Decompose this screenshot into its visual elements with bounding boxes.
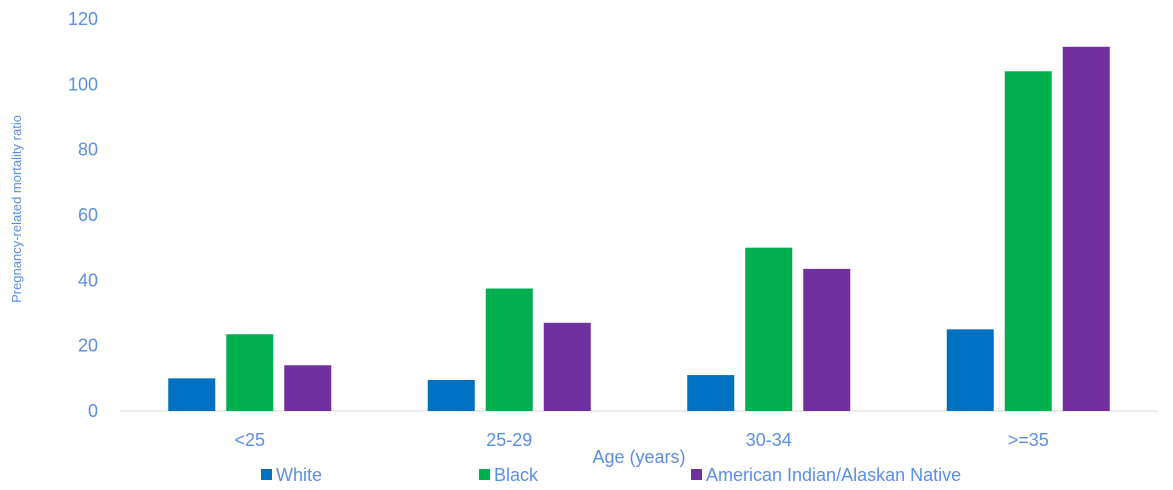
bars — [168, 46, 1110, 412]
legend-label: Black — [494, 465, 539, 485]
y-tick-label: 80 — [78, 140, 98, 160]
bar-white-1 — [427, 379, 475, 411]
legend: White Black American Indian/Alaskan Native — [261, 465, 961, 485]
bar-american-indian-alaskan-native-1 — [543, 322, 591, 411]
legend-swatch — [691, 469, 702, 480]
x-axis-ticks: <25 25-29 30-34 >=35 — [234, 430, 1048, 450]
legend-label: American Indian/Alaskan Native — [706, 465, 961, 485]
y-axis-title: Pregnancy-related mortality ratio — [9, 115, 24, 303]
bar-black-0 — [226, 334, 274, 411]
x-axis-title: Age (years) — [592, 447, 685, 467]
x-tick-label: >=35 — [1008, 430, 1049, 450]
bar-black-1 — [485, 288, 533, 411]
y-tick-label: 60 — [78, 205, 98, 225]
y-tick-label: 100 — [68, 74, 98, 94]
y-tick-label: 120 — [68, 9, 98, 29]
legend-swatch — [479, 469, 490, 480]
bar-american-indian-alaskan-native-0 — [284, 365, 332, 411]
bar-white-2 — [687, 375, 735, 411]
bar-black-2 — [745, 247, 793, 411]
bar-white-3 — [946, 329, 994, 411]
bar-white-0 — [168, 378, 216, 411]
bar-american-indian-alaskan-native-3 — [1062, 46, 1110, 412]
x-tick-label: <25 — [234, 430, 265, 450]
y-tick-label: 20 — [78, 336, 98, 356]
x-tick-label: 30-34 — [746, 430, 792, 450]
bar-american-indian-alaskan-native-2 — [803, 268, 851, 411]
y-axis-ticks: 0 20 40 60 80 100 120 — [68, 9, 98, 421]
legend-swatch — [261, 469, 272, 480]
bar-black-3 — [1004, 71, 1052, 412]
x-tick-label: 25-29 — [486, 430, 532, 450]
legend-label: White — [276, 465, 322, 485]
y-tick-label: 0 — [88, 401, 98, 421]
y-tick-label: 40 — [78, 270, 98, 290]
